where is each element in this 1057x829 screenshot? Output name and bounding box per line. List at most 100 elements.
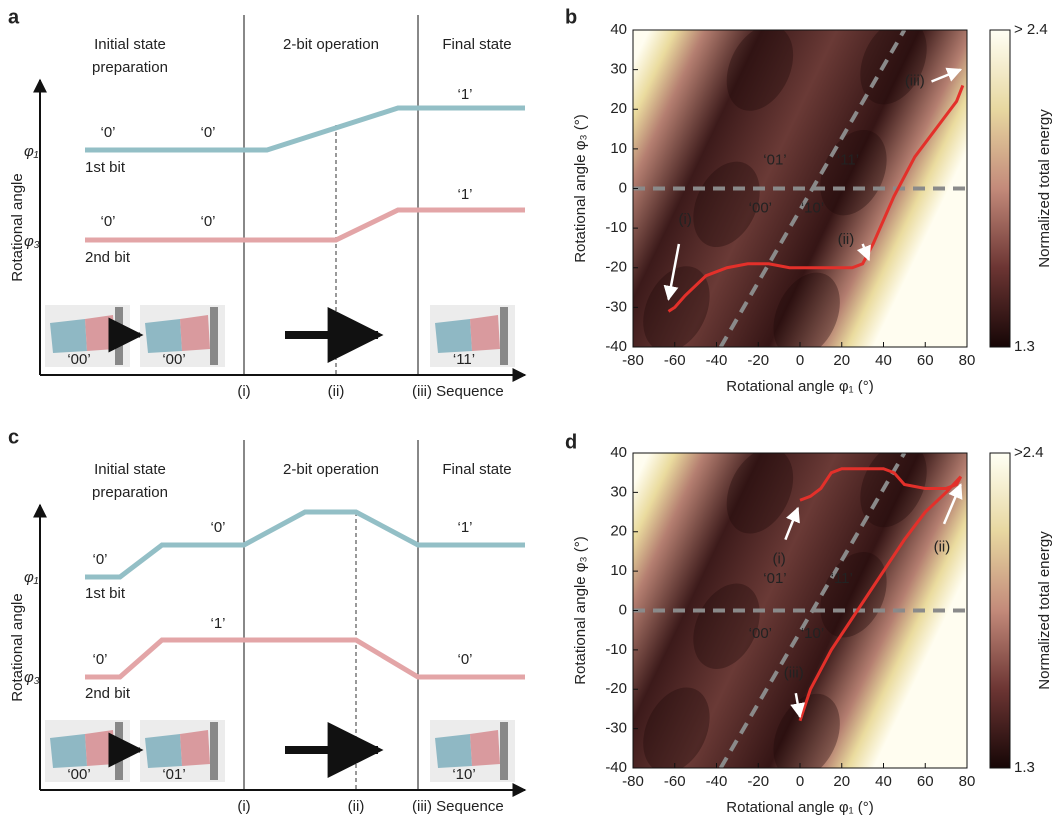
module-blue xyxy=(145,734,182,768)
energy-well xyxy=(643,687,710,768)
quadrant-label: ‘01’ xyxy=(763,570,786,587)
y-axis-label: Rotational angle φ₃ (°) xyxy=(572,114,589,263)
y-tick-label: 20 xyxy=(610,100,627,117)
y-tick-label: 0 xyxy=(619,179,627,196)
annotation: (ii) xyxy=(934,538,951,555)
quadrant-label: ‘01’ xyxy=(763,152,786,169)
reference-line xyxy=(718,453,907,768)
module-pink xyxy=(85,730,115,766)
trajectory xyxy=(667,84,965,313)
module-pink xyxy=(470,315,500,351)
x-tick-label: 0 xyxy=(796,773,804,790)
quadrant-label: ‘11’ xyxy=(831,570,853,587)
inset-state: ‘01’ xyxy=(162,766,185,783)
y-tick-label: -20 xyxy=(605,680,627,697)
angle-symbol: φ₁ xyxy=(24,569,39,586)
bit-label: 1st bit xyxy=(85,159,126,176)
annotation-arrow xyxy=(931,67,963,83)
sequence-label: (i) xyxy=(237,798,250,815)
state-label: ‘0’ xyxy=(210,519,225,536)
x-axis-label: Rotational angle φ₁ (°) xyxy=(726,378,874,395)
state-label: ‘1’ xyxy=(457,186,472,203)
x-tick-label: -20 xyxy=(747,352,769,369)
x-tick-label: 20 xyxy=(833,773,850,790)
panel-label: c xyxy=(8,426,19,448)
annotation-arrow xyxy=(663,243,681,301)
quadrant-label: ‘00’ xyxy=(749,199,772,216)
y-axis-label: Rotational angle xyxy=(9,593,26,701)
sequence-label: (iii) Sequence xyxy=(412,383,504,400)
colorbar-tick-label: 1.3 xyxy=(1014,759,1035,776)
x-tick-label: -60 xyxy=(664,773,686,790)
x-tick-label: 80 xyxy=(959,352,976,369)
quadrant-label: ‘10’ xyxy=(801,625,824,642)
module-blue xyxy=(145,319,182,353)
x-tick-label: 0 xyxy=(796,352,804,369)
x-tick-label: -40 xyxy=(706,352,728,369)
module-blue xyxy=(50,734,87,768)
stage-label: Final state xyxy=(442,461,511,478)
wall xyxy=(500,307,508,365)
stage-label: 2-bit operation xyxy=(283,461,379,478)
annotation: (i) xyxy=(772,550,785,567)
y-tick-label: -30 xyxy=(605,720,627,737)
annotation: (iii) xyxy=(784,664,804,681)
state-label: ‘0’ xyxy=(92,651,107,668)
state-label: ‘1’ xyxy=(457,86,472,103)
heatmap xyxy=(633,30,967,347)
annotation-arrow xyxy=(790,692,806,719)
y-tick-label: 20 xyxy=(610,523,627,540)
sequence-label: (i) xyxy=(237,383,250,400)
inset-state: ‘00’ xyxy=(67,766,90,783)
wall xyxy=(210,307,218,365)
state-label: ‘0’ xyxy=(200,124,215,141)
state-label: ‘1’ xyxy=(210,615,225,632)
angle-trace xyxy=(85,509,525,580)
bit-label: 2nd bit xyxy=(85,249,131,266)
reference-line xyxy=(718,30,907,347)
colorbar-tick-label: 1.3 xyxy=(1014,338,1035,355)
wall xyxy=(115,722,123,780)
y-tick-label: 40 xyxy=(610,444,627,461)
y-tick-label: 10 xyxy=(610,140,627,157)
x-tick-label: 40 xyxy=(875,352,892,369)
colorbar-tick-label: > 2.4 xyxy=(1014,21,1048,38)
y-tick-label: 30 xyxy=(610,483,627,500)
y-tick-label: -40 xyxy=(605,338,627,355)
x-tick-label: 20 xyxy=(833,352,850,369)
x-tick-label: -80 xyxy=(622,773,644,790)
y-tick-label: -20 xyxy=(605,259,627,276)
stage-label: Final state xyxy=(442,36,511,53)
quadrant-label: ‘11’ xyxy=(837,152,859,169)
stage-label: 2-bit operation xyxy=(283,36,379,53)
stage-label: Initial state xyxy=(94,36,166,53)
wall xyxy=(500,722,508,780)
y-axis-label: Rotational angle xyxy=(9,173,26,281)
colorbar-label: Normalized total energy xyxy=(1036,109,1053,268)
module-blue xyxy=(435,319,472,353)
annotation-arrow xyxy=(784,506,800,541)
energy-well xyxy=(860,30,927,105)
angle-trace xyxy=(85,637,525,680)
stage-label: preparation xyxy=(92,484,168,501)
bit-label: 1st bit xyxy=(85,585,126,602)
annotation: (ii) xyxy=(838,231,855,248)
stage-label: preparation xyxy=(92,59,168,76)
x-tick-label: 60 xyxy=(917,773,934,790)
stage-label: Initial state xyxy=(94,461,166,478)
energy-well xyxy=(773,272,840,347)
state-label: ‘0’ xyxy=(200,213,215,230)
state-label: ‘1’ xyxy=(457,519,472,536)
x-tick-label: -20 xyxy=(747,773,769,790)
state-label: ‘0’ xyxy=(100,213,115,230)
quadrant-label: ‘00’ xyxy=(749,625,772,642)
wall xyxy=(210,722,218,780)
annotation-arrow xyxy=(942,483,963,525)
x-tick-label: 40 xyxy=(875,773,892,790)
colorbar-label: Normalized total energy xyxy=(1036,531,1053,690)
y-tick-label: 30 xyxy=(610,61,627,78)
quadrant-label: ‘10’ xyxy=(801,199,824,216)
module-pink xyxy=(470,730,500,766)
energy-well xyxy=(860,453,927,528)
